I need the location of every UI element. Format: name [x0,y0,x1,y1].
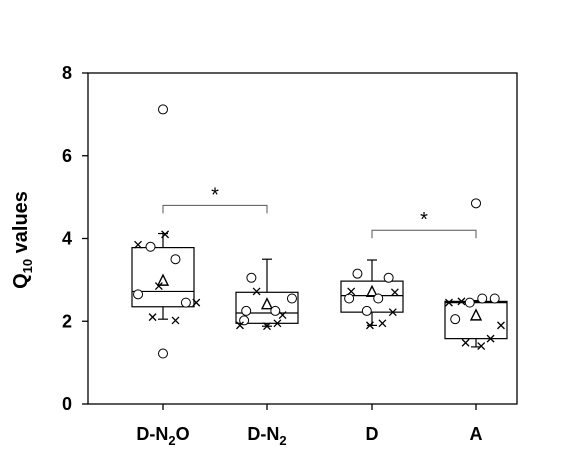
significance-bracket [162,204,268,214]
data-points [133,104,505,359]
cross-point [347,287,356,296]
circle-point [270,305,281,316]
circle-point [344,293,355,304]
cross-point [236,321,244,330]
y-tick-label: 2 [62,311,72,331]
cross-point [192,298,201,307]
cross-point [445,298,453,307]
cross-point [134,240,142,249]
cross-point [497,321,505,330]
y-tick-label: 0 [62,394,72,414]
cross-point [486,334,495,343]
box [235,291,299,324]
x-tick-label: D-N2 [247,424,286,448]
cross-point [154,282,163,291]
circle-point [489,293,500,304]
cross-point [388,308,397,317]
outlier-point [158,348,168,359]
y-axis-title-main: Q [10,273,32,289]
x-tick-label: D-N2O [136,424,189,448]
cross-point [457,297,466,306]
cross-point [390,288,399,297]
circle-point [170,254,181,265]
x-tick-label-rest: O [176,424,190,444]
x-tick-label-main: D-N [247,424,279,444]
circle-point [383,272,394,283]
circle-point [246,272,257,283]
y-tick-label: 4 [62,229,72,249]
cross-point [273,319,282,328]
box-series [131,232,508,348]
x-tick-label: A [470,424,483,444]
mean-marker [156,273,170,286]
circle-point [361,305,372,316]
circle-point [352,268,363,279]
circle-point [180,297,191,308]
cross-point [461,338,470,347]
circle-point [145,241,156,252]
plot-frame [87,72,518,405]
y-axis-title-rest: values [10,191,32,259]
mean-marker [469,308,483,321]
circle-point [450,314,461,325]
cross-point [161,230,170,239]
x-axis-ticks: D-N2O D-N2 D A [136,404,483,448]
cross-point [252,287,261,296]
x-tick-label-main: D-N [136,424,168,444]
circle-point [464,297,475,308]
y-axis-title-sub: 10 [20,259,35,273]
cross-point [365,321,374,330]
outlier-point [158,104,168,115]
cross-point [378,319,387,328]
outlier-point [471,198,481,209]
significance-bracket [371,229,477,239]
circle-point [133,289,144,300]
mean-marker [260,297,274,310]
y-axis-title: Q10 values [10,191,35,289]
x-tick-label-main: A [470,424,483,444]
x-tick-label-sub: 2 [168,433,175,448]
cross-point [263,322,271,331]
cross-point [171,316,180,325]
x-tick-label-main: D [366,424,379,444]
box [340,280,404,313]
circle-point [373,293,384,304]
x-tick-label: D [366,424,379,444]
y-tick-label: 8 [62,63,72,83]
significance-label: * [211,184,219,206]
mean-marker [365,284,379,297]
box-group [131,232,195,320]
y-axis-ticks: 0 2 4 6 8 [62,63,88,414]
circle-point [286,293,297,304]
circle-point [241,305,252,316]
cross-point [477,342,486,351]
significance-label: * [420,209,428,231]
cross-point [148,313,157,322]
circle-point [477,293,488,304]
x-tick-label-sub: 2 [279,433,286,448]
significance-brackets: ** [162,184,477,239]
box [444,300,508,340]
y-tick-label: 6 [62,146,72,166]
cross-point [278,311,287,320]
box [131,247,195,308]
